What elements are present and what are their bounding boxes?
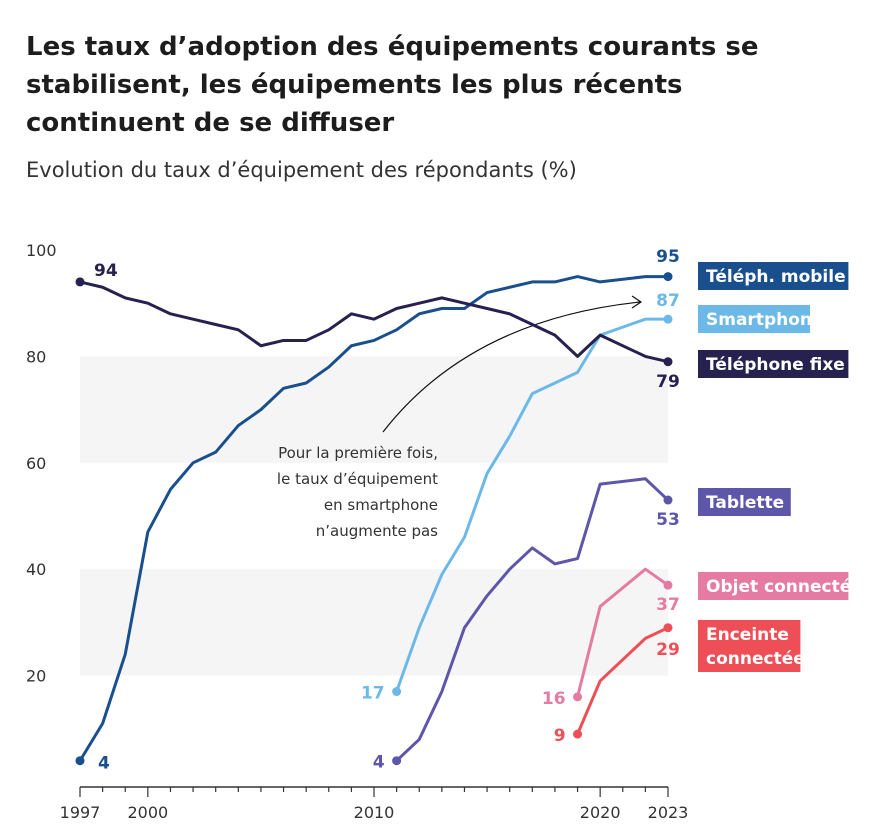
legend-label-box xyxy=(698,350,849,378)
series-start-point xyxy=(75,756,85,766)
legend-label-box xyxy=(698,262,849,290)
series-line xyxy=(79,280,669,364)
series-start-point xyxy=(75,277,85,287)
chart-subtitle: Evolution du taux d’équipement des répon… xyxy=(26,158,577,182)
series-line xyxy=(576,626,669,735)
end-value-label: 79 xyxy=(656,372,680,392)
start-value-label: 4 xyxy=(373,753,385,773)
series-start-point xyxy=(392,756,402,766)
annotation-text: en smartphone xyxy=(324,496,438,514)
start-value-label: 94 xyxy=(94,261,118,281)
series-end-point xyxy=(663,495,673,505)
series-start-point xyxy=(392,687,402,697)
grid-band xyxy=(80,356,668,463)
x-tick-label: 1997 xyxy=(60,803,101,822)
legend-label: Objet connecté xyxy=(706,577,851,597)
chart-title: Les taux d’adoption des équipements cour… xyxy=(26,32,759,138)
legend-label: Enceinte xyxy=(706,625,789,645)
legend-label-box xyxy=(698,620,801,672)
series-end-point xyxy=(663,580,673,590)
legend-label-box xyxy=(698,572,849,600)
series-line xyxy=(395,317,668,693)
end-value-label: 53 xyxy=(656,510,680,530)
annotation-text: n’augmente pas xyxy=(316,522,438,540)
legend-label-box xyxy=(698,305,810,333)
end-value-label: 95 xyxy=(656,247,680,267)
series-end-point xyxy=(663,623,673,633)
y-tick-label: 60 xyxy=(26,454,46,473)
series-line xyxy=(78,275,668,762)
legend-label: Téléph. mobile xyxy=(706,267,846,287)
series-end-point xyxy=(663,357,673,367)
legend-label: connectée xyxy=(706,649,805,669)
series-end-point xyxy=(663,314,673,324)
series-start-point xyxy=(573,729,583,739)
series-end-point xyxy=(663,272,673,282)
start-value-label: 16 xyxy=(542,689,566,709)
y-tick-label: 40 xyxy=(26,560,46,579)
series-line xyxy=(576,567,669,698)
x-tick-label: 2020 xyxy=(580,803,621,822)
annotation-arrow xyxy=(382,301,641,433)
series-line xyxy=(395,477,670,762)
y-tick-label: 80 xyxy=(26,347,46,366)
start-value-label: 17 xyxy=(361,684,385,704)
annotation-arrowhead xyxy=(631,295,643,309)
annotation-text: le taux d’équipement xyxy=(277,470,438,488)
start-value-label: 4 xyxy=(98,754,110,774)
grid-band xyxy=(80,569,668,676)
series-start-point xyxy=(573,692,583,702)
legend-label: Tablette xyxy=(706,493,784,513)
x-tick-label: 2023 xyxy=(648,803,689,822)
end-value-label: 87 xyxy=(656,291,680,311)
legend-label: Téléphone fixe xyxy=(706,355,845,375)
x-tick-label: 2000 xyxy=(127,803,168,822)
y-tick-label: 20 xyxy=(26,667,46,686)
y-tick-label: 100 xyxy=(26,241,57,260)
end-value-label: 29 xyxy=(656,640,680,660)
annotation-text: Pour la première fois, xyxy=(278,444,438,462)
start-value-label: 9 xyxy=(554,726,566,746)
end-value-label: 37 xyxy=(656,595,680,615)
legend-label-box xyxy=(698,488,791,516)
x-tick-label: 2010 xyxy=(354,803,395,822)
legend-label: Smartphone xyxy=(706,310,824,330)
